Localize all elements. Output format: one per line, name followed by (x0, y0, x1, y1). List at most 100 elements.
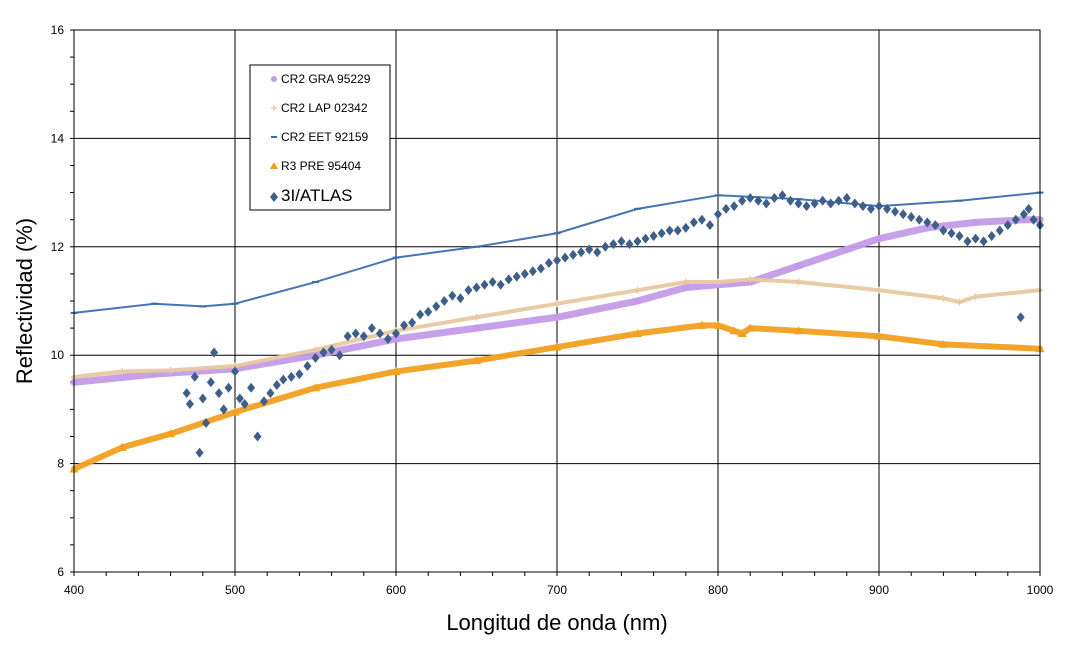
data-point-3i-atlas (182, 388, 191, 399)
x-tick-label: 1000 (1027, 583, 1054, 597)
legend-item-cr2-lap-02342: CR2 LAP 02342 (271, 101, 368, 115)
data-point-3i-atlas (891, 206, 900, 217)
legend-marker-cr2-gra-95229 (271, 76, 277, 82)
data-point-r3-pre-95404 (166, 429, 176, 438)
data-point-cr2-gra-95229 (392, 335, 400, 343)
chart-legend: CR2 GRA 95229 CR2 LAP 02342 CR2 EET 92159 R… (249, 64, 391, 211)
data-point-3i-atlas (907, 211, 916, 222)
data-point-3i-atlas (971, 233, 980, 244)
data-point-3i-atlas (553, 255, 561, 266)
data-point-3i-atlas (569, 249, 578, 260)
plot-area-frame (73, 29, 1041, 573)
data-point-cr2-gra-95229 (923, 224, 931, 232)
data-point-cr2-lap-02342 (167, 366, 175, 374)
chart-minor-ticks (70, 29, 1041, 576)
data-point-3i-atlas (206, 377, 215, 388)
data-point-3i-atlas (963, 236, 972, 247)
data-point-r3-pre-95404 (713, 320, 723, 329)
y-tick-label: 12 (51, 240, 65, 254)
data-point-3i-atlas (705, 220, 714, 231)
data-point-3i-atlas (247, 382, 256, 393)
x-tick-label: 800 (708, 583, 728, 597)
data-point-cr2-gra-95229 (634, 297, 641, 305)
x-tick-label: 600 (386, 583, 406, 597)
data-point-r3-pre-95404 (552, 342, 562, 351)
data-point-3i-atlas (235, 393, 244, 404)
data-point-3i-atlas (185, 398, 194, 409)
legend-label-cr2-eet-92159: CR2 EET 92159 (281, 130, 368, 144)
x-tick-label: 900 (869, 583, 889, 597)
legend-label-cr2-lap-02342: CR2 LAP 02342 (281, 101, 368, 115)
data-point-3i-atlas (424, 306, 433, 317)
data-point-3i-atlas (665, 225, 674, 236)
data-point-3i-atlas (770, 193, 779, 204)
data-point-3i-atlas (915, 214, 924, 225)
series-line-r3-pre-95404 (71, 322, 1043, 473)
y-tick-label: 16 (51, 23, 65, 37)
data-point-3i-atlas (931, 220, 940, 231)
data-point-cr2-lap-02342 (795, 278, 802, 286)
legend-item-cr2-eet-92159: CR2 EET 92159 (271, 130, 368, 144)
data-point-3i-atlas (794, 198, 803, 209)
data-point-3i-atlas (786, 195, 795, 206)
data-point-3i-atlas (351, 328, 360, 339)
data-point-3i-atlas (850, 198, 859, 209)
data-point-3i-atlas (1024, 203, 1033, 214)
data-point-cr2-lap-02342 (875, 286, 883, 294)
data-point-cr2-lap-02342 (714, 278, 722, 286)
data-point-3i-atlas (730, 201, 739, 212)
data-point-cr2-gra-95229 (795, 262, 802, 270)
data-point-3i-atlas (303, 361, 312, 372)
y-tick-label: 6 (57, 565, 64, 579)
data-point-cr2-gra-95229 (473, 324, 480, 332)
data-point-r3-pre-95404 (874, 331, 884, 340)
data-point-3i-atlas (279, 374, 288, 385)
data-point-3i-atlas (810, 198, 819, 209)
data-point-3i-atlas (1016, 312, 1025, 323)
legend-item-3i-atlas: 3I/ATLAS (270, 186, 353, 205)
data-point-3i-atlas (818, 195, 827, 206)
data-point-3i-atlas (1003, 220, 1012, 231)
y-axis-tick-labels: 6 8 10 12 14 16 (51, 23, 65, 579)
data-point-r3-pre-95404 (745, 323, 755, 332)
data-point-3i-atlas (343, 331, 352, 342)
data-point-3i-atlas (738, 195, 747, 206)
data-point-r3-pre-95404 (737, 329, 747, 338)
data-point-cr2-gra-95229 (972, 218, 980, 226)
legend-label-cr2-gra-95229: CR2 GRA 95229 (281, 72, 371, 86)
data-point-3i-atlas (899, 209, 908, 220)
data-point-r3-pre-95404 (230, 407, 240, 416)
x-tick-label: 400 (64, 583, 84, 597)
data-point-3i-atlas (593, 247, 602, 258)
data-point-3i-atlas (311, 352, 320, 363)
data-point-cr2-lap-02342 (746, 275, 754, 283)
data-point-3i-atlas (195, 447, 204, 458)
data-point-cr2-gra-95229 (843, 246, 851, 254)
data-point-3i-atlas (802, 201, 811, 212)
data-point-3i-atlas (778, 190, 787, 201)
data-point-3i-atlas (1011, 214, 1020, 225)
data-point-3i-atlas (826, 198, 835, 209)
data-point-3i-atlas (649, 230, 658, 241)
data-point-3i-atlas (319, 347, 328, 358)
data-point-3i-atlas (536, 263, 545, 274)
legend-label-3i-atlas: 3I/ATLAS (281, 186, 353, 205)
data-point-3i-atlas (359, 331, 368, 342)
data-point-3i-atlas (955, 230, 964, 241)
data-point-3i-atlas (253, 431, 262, 442)
data-point-3i-atlas (1029, 214, 1038, 225)
data-point-3i-atlas (224, 382, 233, 393)
data-point-3i-atlas (408, 317, 417, 328)
data-point-r3-pre-95404 (938, 339, 948, 348)
data-point-cr2-lap-02342 (553, 300, 561, 308)
data-point-3i-atlas (979, 236, 988, 247)
data-point-cr2-lap-02342 (972, 293, 980, 301)
series-r3-pre-95404 (69, 320, 1045, 473)
data-point-3i-atlas (456, 293, 465, 304)
data-point-3i-atlas (609, 239, 618, 250)
legend-marker-3i-atlas (270, 192, 278, 202)
data-point-3i-atlas (266, 388, 275, 399)
data-point-3i-atlas (383, 333, 392, 344)
y-tick-label: 8 (57, 457, 64, 471)
